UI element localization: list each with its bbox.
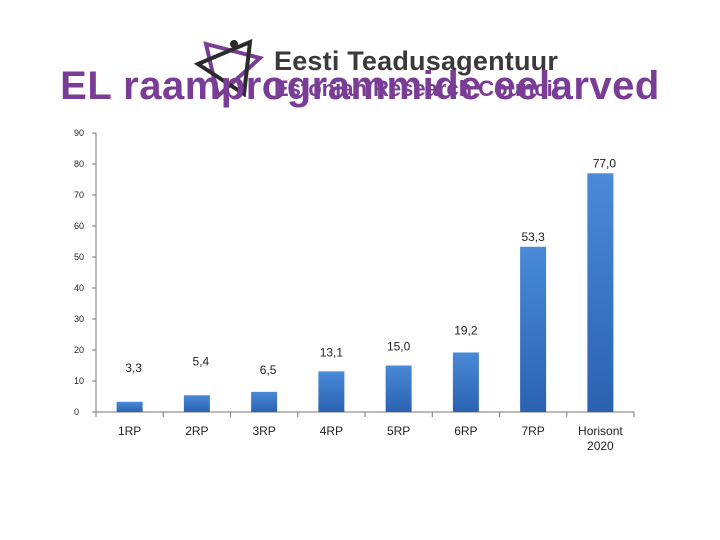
bar (452, 352, 479, 412)
bar (587, 173, 614, 412)
data-label: 13,1 (320, 345, 344, 359)
y-tick-label: 20 (74, 345, 84, 355)
data-label: 5,4 (193, 354, 210, 368)
category-label: 7RP (521, 424, 544, 438)
bar (183, 395, 210, 412)
data-label: 3,3 (125, 361, 142, 375)
slide-title: EL raamprogrammide eelarved (60, 64, 660, 108)
category-label: 3RP (252, 424, 275, 438)
category-label: 2RP (185, 424, 208, 438)
y-tick-label: 40 (74, 283, 84, 293)
y-tick-label: 90 (74, 128, 84, 138)
y-tick-label: 30 (74, 314, 84, 324)
bar (116, 401, 143, 412)
logo: Eesti Teadusagentuur Estonian Research C… (188, 36, 559, 106)
y-tick-label: 60 (74, 221, 84, 231)
data-label: 77,0 (593, 156, 617, 170)
data-label: 53,3 (521, 230, 545, 244)
org-name-et: Eesti Teadusagentuur (274, 46, 559, 76)
category-label: 1RP (118, 424, 141, 438)
category-label: 2020 (587, 439, 614, 453)
data-label: 15,0 (387, 340, 411, 354)
y-tick-label: 0 (74, 407, 79, 417)
category-label: 6RP (454, 424, 477, 438)
y-tick-label: 50 (74, 252, 84, 262)
category-label: 4RP (320, 424, 343, 438)
category-label: 5RP (387, 424, 410, 438)
data-label: 19,2 (454, 323, 478, 337)
bar (385, 365, 412, 412)
bar (251, 391, 278, 412)
y-tick-label: 10 (74, 376, 84, 386)
category-label: Horisont (578, 424, 623, 438)
data-label: 6,5 (260, 363, 277, 377)
research-council-star-icon (193, 38, 265, 100)
org-name-en: Estonian Research Council (274, 76, 559, 101)
y-tick-label: 80 (74, 159, 84, 169)
y-tick-label: 70 (74, 190, 84, 200)
bar (318, 371, 345, 412)
bar (520, 246, 547, 412)
